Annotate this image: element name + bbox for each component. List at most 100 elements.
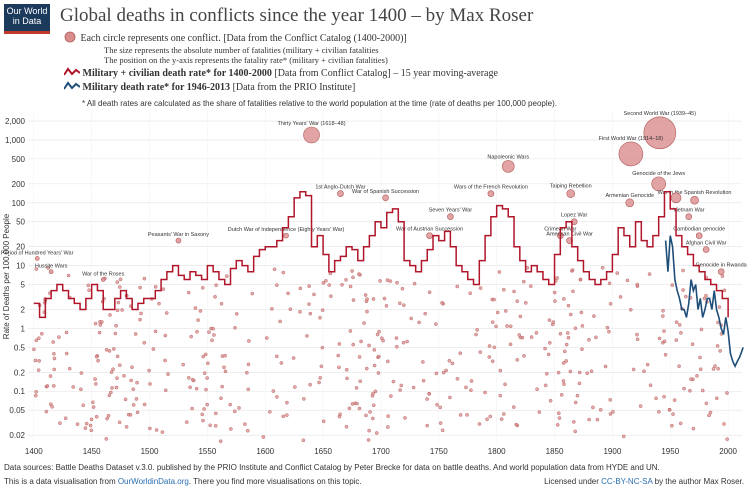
y-tick-label: 50	[16, 218, 25, 227]
conflict-circle	[657, 336, 662, 341]
conflict-circle	[371, 416, 375, 421]
conflict-bubble	[651, 176, 666, 192]
conflict-circle	[51, 340, 55, 344]
conflict-circle	[222, 365, 226, 370]
conflict-circle	[201, 418, 205, 423]
conflict-circle	[358, 379, 363, 384]
conflict-circle	[662, 394, 666, 399]
conflict-circle	[105, 416, 109, 421]
conflict-circle	[364, 413, 368, 418]
conflict-circle	[488, 414, 493, 419]
conflict-circle	[603, 364, 608, 369]
conflict-circle	[595, 417, 600, 422]
conflict-circle	[200, 285, 205, 290]
owid-link[interactable]: OurWorldinData.org	[117, 477, 189, 486]
conflict-circle	[186, 290, 191, 295]
conflict-annotation: Genocide in Rwanda	[696, 263, 748, 269]
conflict-circle	[401, 340, 406, 345]
conflict-annotation: Cambodian genocide	[673, 227, 725, 233]
license-post: by the author Max Roser.	[652, 477, 744, 486]
conflict-circle	[618, 295, 623, 299]
conflict-circle	[153, 285, 158, 289]
conflict-circle	[642, 369, 646, 374]
conflict-circle	[381, 338, 385, 343]
conflict-circle	[89, 417, 94, 422]
conflict-circle	[411, 385, 416, 390]
conflict-circle	[261, 435, 266, 439]
conflict-circle	[318, 315, 322, 320]
conflict-circle	[228, 402, 232, 407]
y-tick-label: 0.02	[9, 431, 25, 440]
conflict-circle	[487, 355, 492, 359]
x-tick-label: 1600	[256, 447, 274, 456]
conflict-circle	[435, 402, 439, 407]
red-death-rate-line	[33, 190, 729, 319]
conflict-circle	[577, 370, 582, 375]
conflict-circle	[275, 395, 279, 399]
conflict-circle	[130, 365, 134, 370]
conflict-annotation: Napoleonic Wars	[487, 154, 529, 160]
footer-sources: Data sources: Battle Deaths Dataset v.3.…	[4, 463, 660, 472]
conflict-circle	[398, 388, 402, 392]
conflict-circle	[351, 298, 356, 302]
conflict-circle	[324, 279, 328, 283]
license-link[interactable]: CC-BY-NC-SA	[601, 477, 653, 486]
conflict-circle	[364, 366, 369, 371]
conflict-circle	[371, 391, 375, 396]
conflict-circle	[679, 331, 683, 335]
y-tick-label: 10	[16, 262, 25, 271]
conflict-annotation: Wars of the French Revolution	[454, 185, 528, 191]
conflict-circle	[677, 323, 682, 327]
conflict-circle	[490, 320, 495, 324]
conflict-circle	[657, 410, 661, 414]
conflict-circle	[220, 354, 225, 358]
conflict-circle	[548, 398, 553, 403]
conflict-circle	[133, 332, 138, 336]
conflict-circle	[212, 333, 216, 337]
conflict-circle	[564, 359, 569, 363]
conflict-circle	[605, 325, 610, 330]
conflict-circle	[365, 309, 369, 314]
conflict-circle	[37, 336, 41, 341]
conflict-circle	[93, 321, 98, 326]
conflict-circle	[161, 287, 166, 291]
conflict-circle	[37, 359, 41, 363]
conflict-circle	[521, 279, 526, 284]
conflict-circle	[691, 426, 696, 431]
conflict-circle	[377, 329, 381, 334]
conflict-annotation: Taiping Rebellion	[550, 184, 592, 190]
conflict-circle	[281, 270, 286, 275]
conflict-circle	[378, 279, 382, 283]
conflict-circle	[163, 388, 168, 393]
legend-red-line-icon	[63, 67, 81, 76]
conflict-circle	[345, 376, 349, 381]
conflict-circle	[91, 405, 96, 409]
conflict-circle	[298, 286, 303, 291]
conflict-circle	[293, 385, 297, 389]
conflict-circle	[667, 408, 672, 412]
x-tick-label: 1950	[661, 447, 679, 456]
conflict-circle	[286, 291, 290, 296]
conflict-circle	[274, 354, 279, 359]
conflict-circle	[285, 413, 289, 417]
conflict-circle	[561, 361, 566, 365]
conflict-circle	[455, 284, 460, 289]
conflict-circle	[425, 423, 429, 428]
conflict-circle	[142, 340, 147, 345]
conflict-circle	[501, 287, 506, 292]
conflict-circle	[425, 397, 429, 401]
conflict-annotation: First World War (1914–18)	[599, 136, 664, 142]
conflict-circle	[672, 398, 677, 402]
conflict-circle	[591, 405, 595, 410]
conflict-circle	[214, 283, 218, 287]
conflict-circle	[704, 401, 709, 406]
conflict-annotation: Vietnam War	[673, 208, 705, 214]
conflict-circle	[347, 406, 352, 411]
conflict-circle	[561, 379, 566, 383]
conflict-circle	[79, 371, 84, 375]
conflict-circle	[225, 274, 229, 278]
conflict-circle	[33, 358, 38, 363]
conflict-annotation: Seven Years' War	[429, 208, 473, 214]
y-tick-label: 200	[12, 180, 26, 189]
conflict-circle	[389, 394, 393, 398]
